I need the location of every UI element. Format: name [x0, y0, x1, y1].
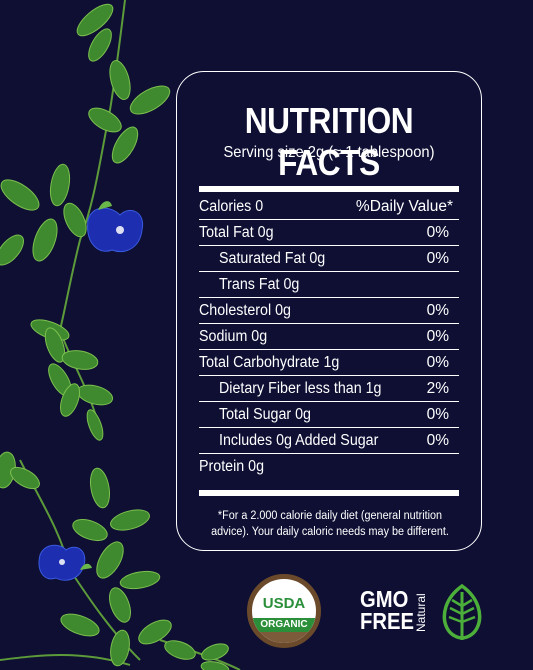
gmo-text: GMO — [360, 586, 409, 612]
table-row: Protein 0g — [199, 454, 459, 480]
usda-organic-seal: USDA ORGANIC — [247, 574, 321, 648]
nutrient-value: 0% — [426, 327, 449, 345]
nutrient-value: 2% — [426, 379, 449, 397]
nutrient-label: Saturated Fat 0g — [219, 249, 326, 267]
nutrient-value: 0% — [426, 249, 449, 267]
daily-value-header: %Daily Value* — [355, 197, 453, 215]
gmo-free-badge: GMO FREE — [360, 586, 414, 634]
nutrient-label: Includes 0g Added Sugar — [219, 431, 379, 449]
nutrient-label: Dietary Fiber less than 1g — [219, 379, 382, 397]
leaf-icon — [442, 584, 482, 640]
nutrient-value: 0% — [426, 405, 449, 423]
footnote: *For a 2.000 calorie daily diet (general… — [211, 510, 449, 538]
table-row: Trans Fat 0g — [199, 272, 459, 298]
nutrition-facts-panel: NUTRITION FACTS Serving size 2g (≈ 1 tab… — [176, 71, 482, 551]
calories-label: Calories 0 — [199, 197, 264, 215]
nutrient-value: 0% — [426, 353, 449, 371]
nutrition-facts-title: NUTRITION FACTS — [244, 100, 414, 183]
table-row: Total Fat 0g 0% — [199, 220, 459, 246]
table-row: Includes 0g Added Sugar 0% — [199, 428, 459, 454]
nutrient-value: 0% — [426, 223, 449, 241]
nutrient-label: Sodium 0g — [199, 327, 268, 345]
table-row: Total Carbohydrate 1g 0% — [199, 350, 459, 376]
usda-text: USDA — [262, 595, 306, 612]
table-row: Cholesterol 0g 0% — [199, 298, 459, 324]
top-thick-rule — [199, 186, 459, 192]
organic-text: ORGANIC — [252, 618, 316, 632]
free-text: FREE — [360, 608, 414, 634]
nutrient-label: Protein 0g — [199, 458, 265, 475]
table-row: Total Sugar 0g 0% — [199, 402, 459, 428]
nutrient-label: Total Sugar 0g — [219, 405, 311, 423]
nutrition-table: Calories 0 %Daily Value* Total Fat 0g 0%… — [199, 194, 459, 480]
table-row: Saturated Fat 0g 0% — [199, 246, 459, 272]
table-row: Sodium 0g 0% — [199, 324, 459, 350]
natural-text: Natural — [414, 593, 428, 632]
serving-size: Serving size 2g (≈ 1 tablespoon) — [223, 144, 435, 161]
nutrient-label: Cholesterol 0g — [199, 301, 291, 319]
nutrient-label: Total Fat 0g — [199, 223, 274, 241]
bottom-thick-rule — [199, 490, 459, 496]
seal-field — [252, 632, 316, 643]
table-row: Dietary Fiber less than 1g 2% — [199, 376, 459, 402]
nutrient-value: 0% — [426, 301, 449, 319]
nutrient-label: Trans Fat 0g — [219, 275, 300, 293]
nutrient-value: 0% — [426, 431, 449, 449]
nutrient-label: Total Carbohydrate 1g — [199, 353, 340, 371]
calories-header-row: Calories 0 %Daily Value* — [199, 194, 459, 220]
